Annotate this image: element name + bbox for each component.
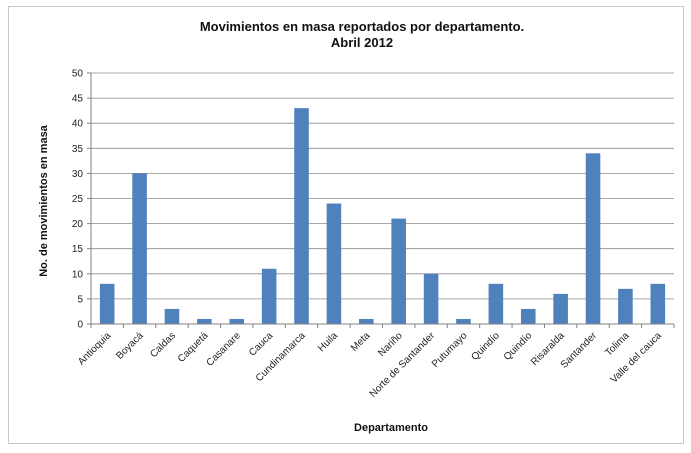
bar <box>229 318 245 324</box>
y-tick-label: 10 <box>72 269 84 280</box>
x-tick-label: Antioquia <box>76 330 114 368</box>
chart-title: Movimientos en masa reportados por depar… <box>200 19 524 34</box>
x-tick-label: Norte de Santander <box>368 330 438 400</box>
y-tick-label: 15 <box>72 244 84 255</box>
tick-labels: 0 5 10 15 20 25 30 35 40 45 50 Antioquia Boyacá Calda… <box>72 69 664 400</box>
bar <box>132 173 147 324</box>
x-tick-label: Caldas <box>148 330 178 360</box>
bar <box>553 293 568 324</box>
bar <box>488 283 504 324</box>
bar <box>99 283 115 324</box>
x-axis-title: Departamento <box>354 422 428 434</box>
x-tick-label: Casanare <box>204 330 243 369</box>
x-tick-label: Cauca <box>247 330 276 359</box>
y-tick-label: 50 <box>72 69 84 80</box>
bar-chart: Movimientos en masa reportados por depar… <box>38 19 675 434</box>
x-tick-label: Huila <box>316 330 340 354</box>
x-tick-label: Boyacá <box>114 330 146 362</box>
gridlines <box>91 72 674 300</box>
bar <box>391 218 406 324</box>
y-tick-label: 40 <box>72 119 84 130</box>
y-tick-label: 25 <box>72 194 84 205</box>
x-tick-label: Meta <box>349 330 373 354</box>
bar <box>585 153 601 324</box>
bar <box>294 108 309 324</box>
y-tick-label: 0 <box>77 320 83 331</box>
chart-subtitle: Abril 2012 <box>331 35 393 50</box>
bars <box>99 108 666 324</box>
bar <box>520 308 536 324</box>
y-axis-title: No. de movimientos en masa <box>38 124 50 276</box>
y-tick-label: 5 <box>77 294 83 305</box>
bar <box>423 273 439 324</box>
axes <box>87 72 675 328</box>
bar <box>197 318 212 324</box>
x-tick-label: Quindío <box>502 330 535 363</box>
x-tick-label: Nariño <box>376 330 405 359</box>
bar <box>164 308 180 324</box>
x-tick-label: Tolima <box>603 330 632 359</box>
y-tick-label: 20 <box>72 219 84 230</box>
x-tick-label: Putumayo <box>430 330 470 370</box>
bar <box>618 288 633 324</box>
y-tick-label: 45 <box>72 94 84 105</box>
x-tick-label: Quindío <box>469 330 502 363</box>
bar <box>359 318 374 324</box>
bar <box>650 283 666 324</box>
x-tick-label: Santander <box>559 330 600 371</box>
bar <box>456 318 471 324</box>
bar <box>326 203 342 324</box>
chart-frame: Movimientos en masa reportados por depar… <box>8 6 684 444</box>
y-tick-label: 30 <box>72 169 84 180</box>
y-tick-label: 35 <box>72 144 84 155</box>
bar <box>261 268 277 324</box>
